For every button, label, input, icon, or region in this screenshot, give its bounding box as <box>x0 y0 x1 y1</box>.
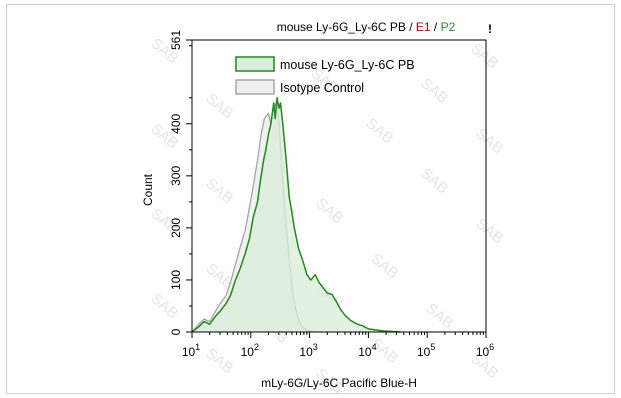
plot-frame <box>191 39 487 333</box>
y-tick-label: 561 <box>169 30 183 50</box>
y-tick-label: 100 <box>169 270 183 290</box>
legend-sample-swatch <box>235 56 275 72</box>
legend: mouse Ly-6G_Ly-6C PB Isotype Control <box>235 56 415 95</box>
watermark-text: SAB <box>467 40 501 72</box>
sample-histogram-fill <box>192 97 401 332</box>
chart-title: mouse Ly-6G_Ly-6C PB / E1 / P2 <box>277 20 456 34</box>
x-tick-label: 101 <box>182 342 200 359</box>
watermark-text: SAB <box>202 90 236 122</box>
watermark-text: SAB <box>312 195 346 227</box>
legend-sample-label: mouse Ly-6G_Ly-6C PB <box>280 58 415 72</box>
y-tick-label: 300 <box>169 166 183 186</box>
legend-isotype-label: Isotype Control <box>280 81 364 95</box>
watermark-text: SAB <box>367 250 401 282</box>
watermark-text: SAB <box>417 165 451 197</box>
watermark-text: SAB <box>422 300 456 332</box>
axes-layer: 101 102 103 104 105 106 0 100 200 300 400 561 <box>169 30 494 359</box>
watermark-text: SAB <box>472 215 506 247</box>
x-tick-label: 105 <box>417 342 435 359</box>
watermark-text: SAB <box>147 290 181 322</box>
watermark-text: SAB <box>202 345 236 377</box>
watermark-text: SAB <box>417 75 451 107</box>
watermark-text: SAB <box>362 115 396 147</box>
y-axis-label: Count <box>141 173 155 206</box>
x-tick-label: 104 <box>358 342 376 359</box>
title-sample: mouse Ly-6G_Ly-6C PB <box>277 20 406 34</box>
y-tick-label: 0 <box>169 328 183 335</box>
title-separator-1: / <box>406 20 416 34</box>
title-gate-e1: E1 <box>416 20 431 34</box>
sample-histogram-line <box>191 97 401 333</box>
y-tick-label: 400 <box>169 113 183 133</box>
watermark-text: SAB <box>472 125 506 157</box>
title-marker: ! <box>488 22 492 36</box>
x-axis-label: mLy-6G/Ly-6C Pacific Blue-H <box>261 376 417 390</box>
watermark-text: SAB <box>202 175 236 207</box>
x-tick-label: 106 <box>476 342 494 359</box>
legend-isotype-swatch <box>235 79 275 95</box>
x-tick-label: 102 <box>241 342 259 359</box>
series-layer <box>191 97 401 333</box>
x-tick-label: 103 <box>299 342 317 359</box>
y-tick-label: 200 <box>169 218 183 238</box>
title-gate-p2: P2 <box>441 20 456 34</box>
title-separator-2: / <box>431 20 441 34</box>
